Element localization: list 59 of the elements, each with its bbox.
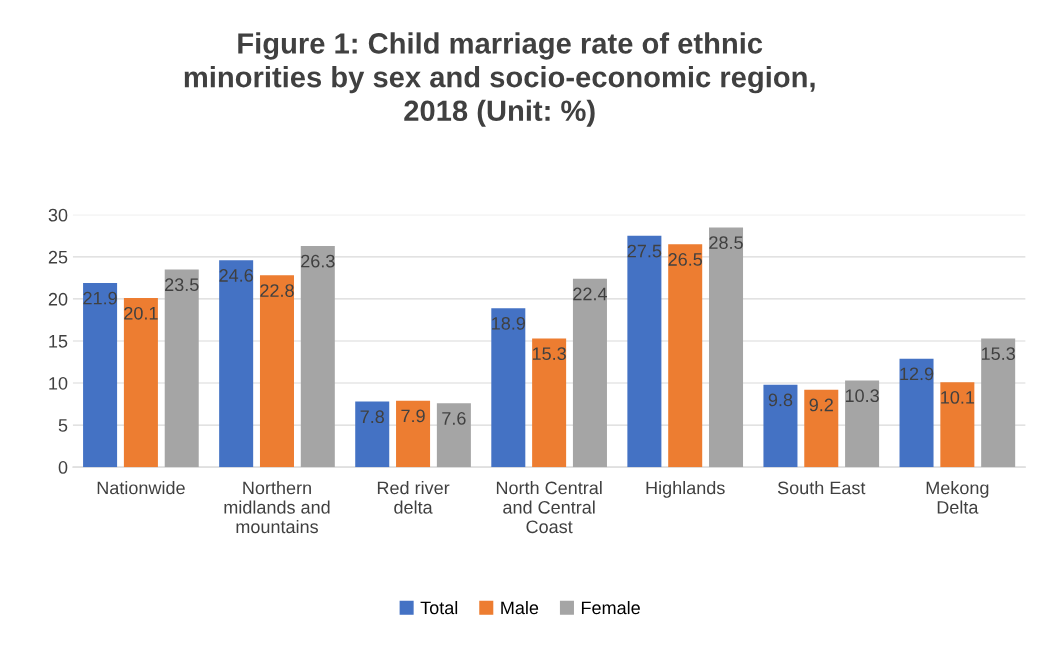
bar	[123, 298, 158, 468]
bar	[355, 401, 390, 468]
data-label: 20.1	[124, 306, 158, 320]
bar	[709, 227, 744, 468]
y-tick-label: 10	[49, 376, 68, 390]
data-label: 22.8	[260, 284, 294, 297]
bar	[259, 275, 294, 468]
bar	[396, 400, 431, 468]
data-label: 7.9	[401, 409, 425, 423]
bar	[668, 244, 703, 468]
data-label: 9.8	[768, 393, 793, 407]
bar	[532, 338, 567, 468]
data-label: 28.5	[709, 236, 743, 250]
bar	[899, 358, 934, 468]
legend-label: Male	[501, 600, 539, 615]
bar	[83, 282, 118, 468]
data-label: 18.9	[492, 316, 526, 330]
legend-label: Female	[581, 600, 640, 615]
bar	[627, 235, 662, 468]
data-label: 10.3	[845, 389, 879, 403]
x-tick-label: Nationwide	[97, 481, 185, 495]
y-tick-label: 0	[58, 461, 68, 474]
bar	[300, 245, 335, 468]
bar	[436, 403, 471, 468]
data-label: 10.1	[941, 390, 975, 404]
y-tick-label: 15	[49, 335, 68, 348]
data-label: 7.6	[442, 412, 466, 425]
bar	[845, 380, 880, 468]
data-label: 21.9	[83, 291, 117, 305]
data-label: 24.6	[219, 269, 253, 282]
x-tick-label: North Central and Central Coast	[496, 481, 602, 534]
y-tick-label: 20	[48, 292, 68, 306]
bar	[219, 260, 254, 468]
bar	[164, 269, 199, 468]
x-tick-label: South East	[777, 481, 866, 495]
chart-title: Figure 1: Child marriage rate of ethnic minorities by sex and socio-economic region, 2018 (Unit: %)	[184, 32, 815, 127]
legend-label: Total	[420, 600, 458, 615]
bar	[981, 338, 1016, 468]
data-label: 15.3	[981, 347, 1015, 361]
x-tick-label: Mekong Delta	[926, 481, 989, 514]
data-label: 7.8	[360, 410, 384, 424]
data-label: 22.4	[573, 287, 607, 301]
x-tick-label: Highlands	[646, 481, 725, 498]
bar	[491, 308, 526, 468]
data-label: 26.3	[301, 254, 335, 268]
data-label: 9.2	[809, 398, 833, 412]
bar	[940, 382, 975, 468]
data-label: 23.5	[165, 278, 199, 292]
x-tick-label: Northern midlands and mountains	[224, 481, 330, 534]
bar	[763, 384, 798, 468]
y-tick-label: 5	[58, 419, 68, 432]
x-tick-label: Red river delta	[377, 481, 450, 514]
bar	[804, 389, 839, 468]
bar	[572, 278, 607, 468]
y-tick-label: 25	[48, 250, 68, 264]
y-tick-label: 30	[48, 208, 68, 222]
data-label: 15.3	[532, 347, 566, 361]
data-label: 27.5	[627, 244, 662, 258]
data-label: 26.5	[668, 253, 703, 266]
